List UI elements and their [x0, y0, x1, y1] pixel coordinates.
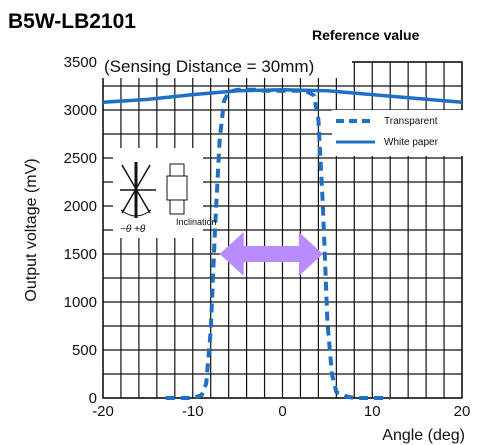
grid — [102, 61, 463, 399]
sensing-distance-annotation: (Sensing Distance = 30mm) — [104, 57, 314, 76]
chart-title: B5W-LB2101 — [8, 10, 136, 33]
y-tick-label: 3500 — [64, 54, 97, 71]
x-tick-label: -20 — [92, 403, 114, 420]
legend: Transparent White paper — [332, 110, 464, 156]
series-line-transparent — [165, 87, 391, 400]
y-tick-label: 500 — [72, 342, 97, 359]
x-tick-label: 20 — [454, 403, 471, 420]
legend-label-white-paper: White paper — [384, 137, 439, 148]
x-tick-labels: -20 -10 0 10 20 — [92, 403, 470, 420]
series-line-white-paper — [102, 88, 463, 105]
x-tick-label: 10 — [364, 403, 381, 420]
inset-angle-label: −θ +θ — [120, 224, 146, 235]
legend-label-transparent: Transparent — [384, 116, 438, 127]
y-tick-label: 1000 — [64, 294, 97, 311]
x-axis-label: Angle (deg) — [382, 427, 465, 444]
y-tick-label: 2500 — [64, 150, 97, 167]
y-axis-label: Output voltage (mV) — [23, 158, 40, 301]
annotation-box — [102, 56, 352, 78]
y-tick-label: 3000 — [64, 102, 97, 119]
inset-inclination-label: Inclination — [176, 217, 217, 227]
y-tick-label: 2000 — [64, 198, 97, 215]
chart-subtitle: Reference value — [312, 27, 420, 43]
double-arrow-icon — [219, 232, 323, 276]
y-tick-label: 1500 — [64, 246, 97, 263]
series-layer — [102, 87, 463, 400]
x-tick-label: 0 — [278, 403, 286, 420]
x-tick-label: -10 — [182, 403, 204, 420]
y-tick-labels: 0 500 1000 1500 2000 2500 3000 3500 — [64, 54, 97, 407]
inclination-icon — [120, 162, 188, 218]
inclination-inset: −θ +θ Inclination — [113, 148, 217, 238]
range-arrow — [219, 232, 323, 276]
y-tick-label: 0 — [89, 390, 97, 407]
